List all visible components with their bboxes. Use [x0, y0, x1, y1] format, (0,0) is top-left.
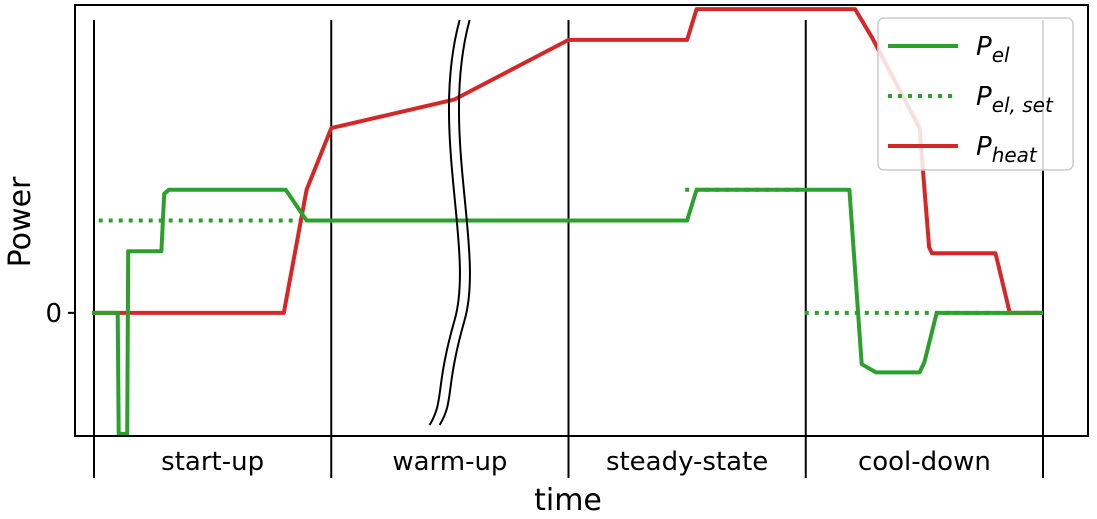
phase-label-warm-up: warm-up	[392, 447, 507, 477]
plot-frame	[74, 4, 1089, 437]
legend-box	[877, 17, 1074, 171]
legend: Pel Pel, set Pheat	[877, 17, 1074, 171]
break-line-0	[428, 19, 461, 426]
legend-label-1: Pel, set	[976, 82, 1054, 117]
phase-label-start-up: start-up	[161, 447, 264, 477]
x-axis-label: time	[534, 483, 602, 518]
legend-label-0: Pel	[976, 32, 1010, 67]
y-tick-label-0: 0	[45, 299, 62, 329]
y-axis-label: Power	[3, 176, 38, 267]
break-line-1	[438, 19, 471, 426]
plot-series	[92, 7, 1043, 436]
axis-break-mark	[428, 19, 471, 426]
phase-labels: start-up warm-up steady-state cool-down	[161, 447, 991, 477]
legend-label-2: Pheat	[976, 132, 1038, 167]
phase-label-cool-down: cool-down	[858, 447, 991, 477]
phase-label-steady-state: steady-state	[606, 447, 768, 477]
series-line-heat-0	[92, 7, 1043, 315]
series-line-el-0	[92, 187, 1043, 436]
